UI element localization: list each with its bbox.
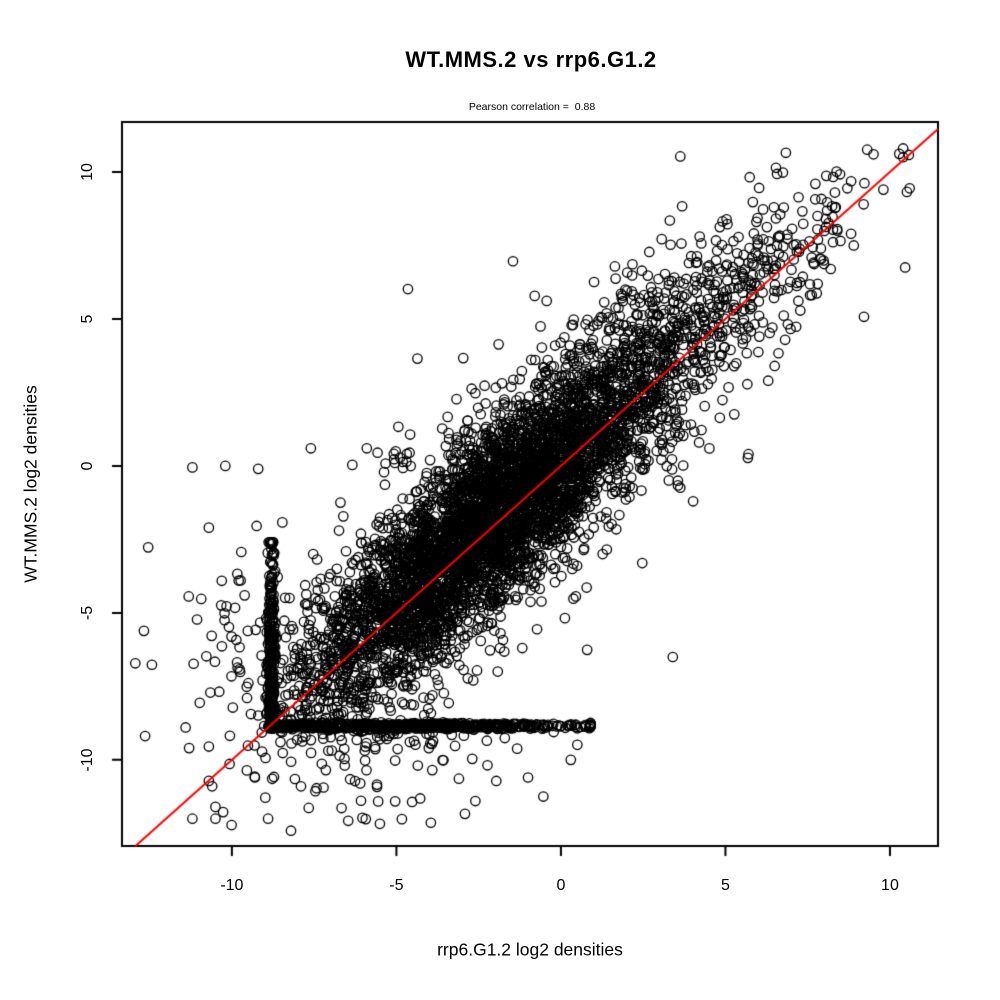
y-axis-label: WT.MMS.2 log2 densities: [20, 385, 41, 583]
chart-title: WT.MMS.2 vs rrp6.G1.2: [405, 47, 657, 72]
x-tick-label: 5: [720, 877, 730, 894]
y-tick-label: 10: [79, 163, 96, 181]
y-tick-label: -10: [79, 748, 96, 772]
x-tick-label: 0: [556, 877, 566, 894]
x-axis-label: rrp6.G1.2 log2 densities: [437, 939, 623, 960]
x-tick-label: 10: [881, 877, 899, 894]
y-tick-label: 5: [79, 314, 96, 324]
y-tick-label: 0: [79, 461, 96, 471]
pearson-annotation: Pearson correlation = 0.88: [468, 101, 596, 113]
y-tick-label: -5: [79, 605, 96, 621]
x-tick-label: -10: [220, 877, 244, 894]
x-tick-label: -5: [389, 877, 404, 894]
